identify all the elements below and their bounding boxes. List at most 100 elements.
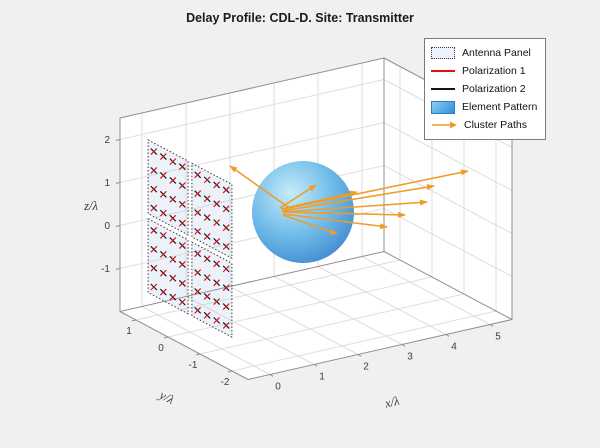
legend-label: Cluster Paths: [464, 119, 528, 131]
antenna-sub-panel: [147, 217, 189, 315]
axis-line: [119, 251, 385, 312]
cluster-path-arrow: [283, 169, 469, 210]
antenna-element-polarization-1: [194, 250, 202, 258]
antenna-element-polarization-1: [203, 293, 211, 300]
antenna-element-polarization-1: [159, 190, 167, 198]
z-axis-label: z/λ: [83, 199, 98, 213]
legend-cluster-arrow-icon: [432, 121, 457, 129]
grid-line: [229, 286, 359, 355]
antenna-element-polarization-1: [203, 311, 211, 319]
antenna-element-polarization-1: [150, 185, 158, 193]
cluster-paths: [229, 165, 469, 235]
legend-entry: Element Pattern: [431, 98, 539, 116]
axis-line: [115, 182, 121, 184]
cluster-path-arrow: [282, 213, 388, 230]
axis-line: [247, 319, 513, 380]
antenna-element-polarization-1: [194, 306, 202, 314]
tick-labels: 2 1 0 -1 1 0 -1 -2 0 1 2 3 4 5 z/λ y/λ x/λ: [83, 135, 501, 411]
antenna-element-polarization-1: [169, 255, 177, 263]
axis-line: [115, 225, 121, 227]
antenna-element-polarization-1: [178, 200, 186, 208]
x-tick-label: 2: [363, 362, 369, 373]
legend-label: Polarization 1: [462, 65, 526, 77]
antenna-element-polarization-1: [194, 171, 202, 179]
grid-line: [383, 208, 513, 277]
grid-line: [119, 122, 385, 183]
antenna-element-polarization-1: [203, 176, 211, 184]
axis-line: [313, 364, 318, 367]
antenna-element-polarization-1: [178, 260, 186, 268]
x-axis-label: x/λ: [383, 394, 402, 411]
antenna-element-polarization-1: [222, 284, 230, 292]
grid-line: [383, 165, 513, 234]
grid-line: [231, 310, 497, 372]
legend-entry: Antenna Panel: [431, 44, 539, 62]
antenna-element-polarization-1: [159, 153, 167, 161]
x-tick-label: 4: [451, 342, 457, 353]
cluster-path-arrow: [281, 184, 435, 212]
legend-swatch-patch-dotted: [431, 47, 455, 59]
cluster-path-arrow: [282, 214, 338, 235]
antenna-element-polarization-1: [203, 195, 211, 203]
y-tick-label: -1: [189, 360, 198, 371]
antenna-element-polarization-1: [178, 182, 186, 189]
antenna-element-polarization-1: [203, 232, 211, 240]
antenna-element-polarization-1: [213, 181, 221, 189]
grid-line: [135, 259, 401, 321]
antenna-element-polarization-1: [169, 214, 177, 222]
legend: Antenna Panel Polarization 1 Polarization …: [424, 38, 546, 140]
legend-entry: Polarization 1: [431, 62, 539, 80]
axis-line: [115, 268, 121, 270]
antenna-element-polarization-1: [159, 232, 167, 239]
legend-swatch-line: [431, 70, 455, 72]
antenna-element-polarization-1: [203, 214, 211, 221]
antenna-element-polarization-1: [194, 288, 202, 295]
legend-label: Element Pattern: [462, 101, 538, 113]
antenna-element-polarization-1: [169, 195, 177, 203]
antenna-element-polarization-1: [159, 288, 167, 296]
x-tick-label: 1: [319, 372, 325, 383]
z-tick-label: 0: [104, 221, 110, 232]
y-tick-label: -2: [221, 377, 230, 388]
antenna-element-polarization-1: [169, 158, 177, 166]
antenna-sub-panel: [191, 241, 233, 338]
antenna-sub-panel: [147, 139, 189, 236]
antenna-element-polarization-1: [222, 303, 230, 310]
axis-line: [163, 336, 169, 339]
antenna-element-polarization-1: [194, 269, 202, 277]
grid-line: [119, 165, 385, 226]
antenna-element-polarization-1: [150, 204, 158, 212]
antenna-element-polarization-1: [159, 269, 167, 277]
antenna-element-polarization-1: [150, 227, 158, 234]
y-tick-label: 1: [126, 326, 132, 337]
antenna-element-polarization-1: [178, 279, 186, 287]
antenna-element-polarization-1: [213, 316, 221, 324]
antenna-element-polarization-1: [213, 238, 221, 245]
antenna-element-polarization-1: [169, 293, 177, 301]
cluster-path-arrow: [281, 211, 406, 218]
cluster-path-arrow: [282, 199, 428, 213]
antenna-element-polarization-1: [150, 166, 158, 174]
legend-label: Polarization 2: [462, 83, 526, 95]
axis-line: [269, 374, 274, 377]
axis-line: [401, 344, 406, 347]
cluster-path-arrow: [280, 190, 358, 210]
z-tick-label: 2: [104, 135, 110, 146]
antenna-element-polarization-1: [178, 298, 186, 306]
grid-line: [317, 266, 447, 335]
chart-title: Delay Profile: CDL-D. Site: Transmitter: [186, 11, 414, 25]
grid-line: [273, 276, 403, 345]
axis-line: [131, 319, 137, 322]
antenna-element-polarization-1: [222, 321, 230, 329]
axis-line: [383, 251, 513, 320]
grid-line: [383, 122, 513, 191]
axis-line: [195, 353, 201, 356]
x-tick-label: 5: [495, 332, 501, 343]
grid-line: [119, 79, 385, 140]
antenna-element-polarization-1: [150, 148, 158, 155]
grid-line: [361, 256, 491, 325]
antenna-element-polarization-1: [222, 243, 230, 250]
antenna-element-polarization-1: [222, 265, 230, 273]
legend-entry: Polarization 2: [431, 80, 539, 98]
